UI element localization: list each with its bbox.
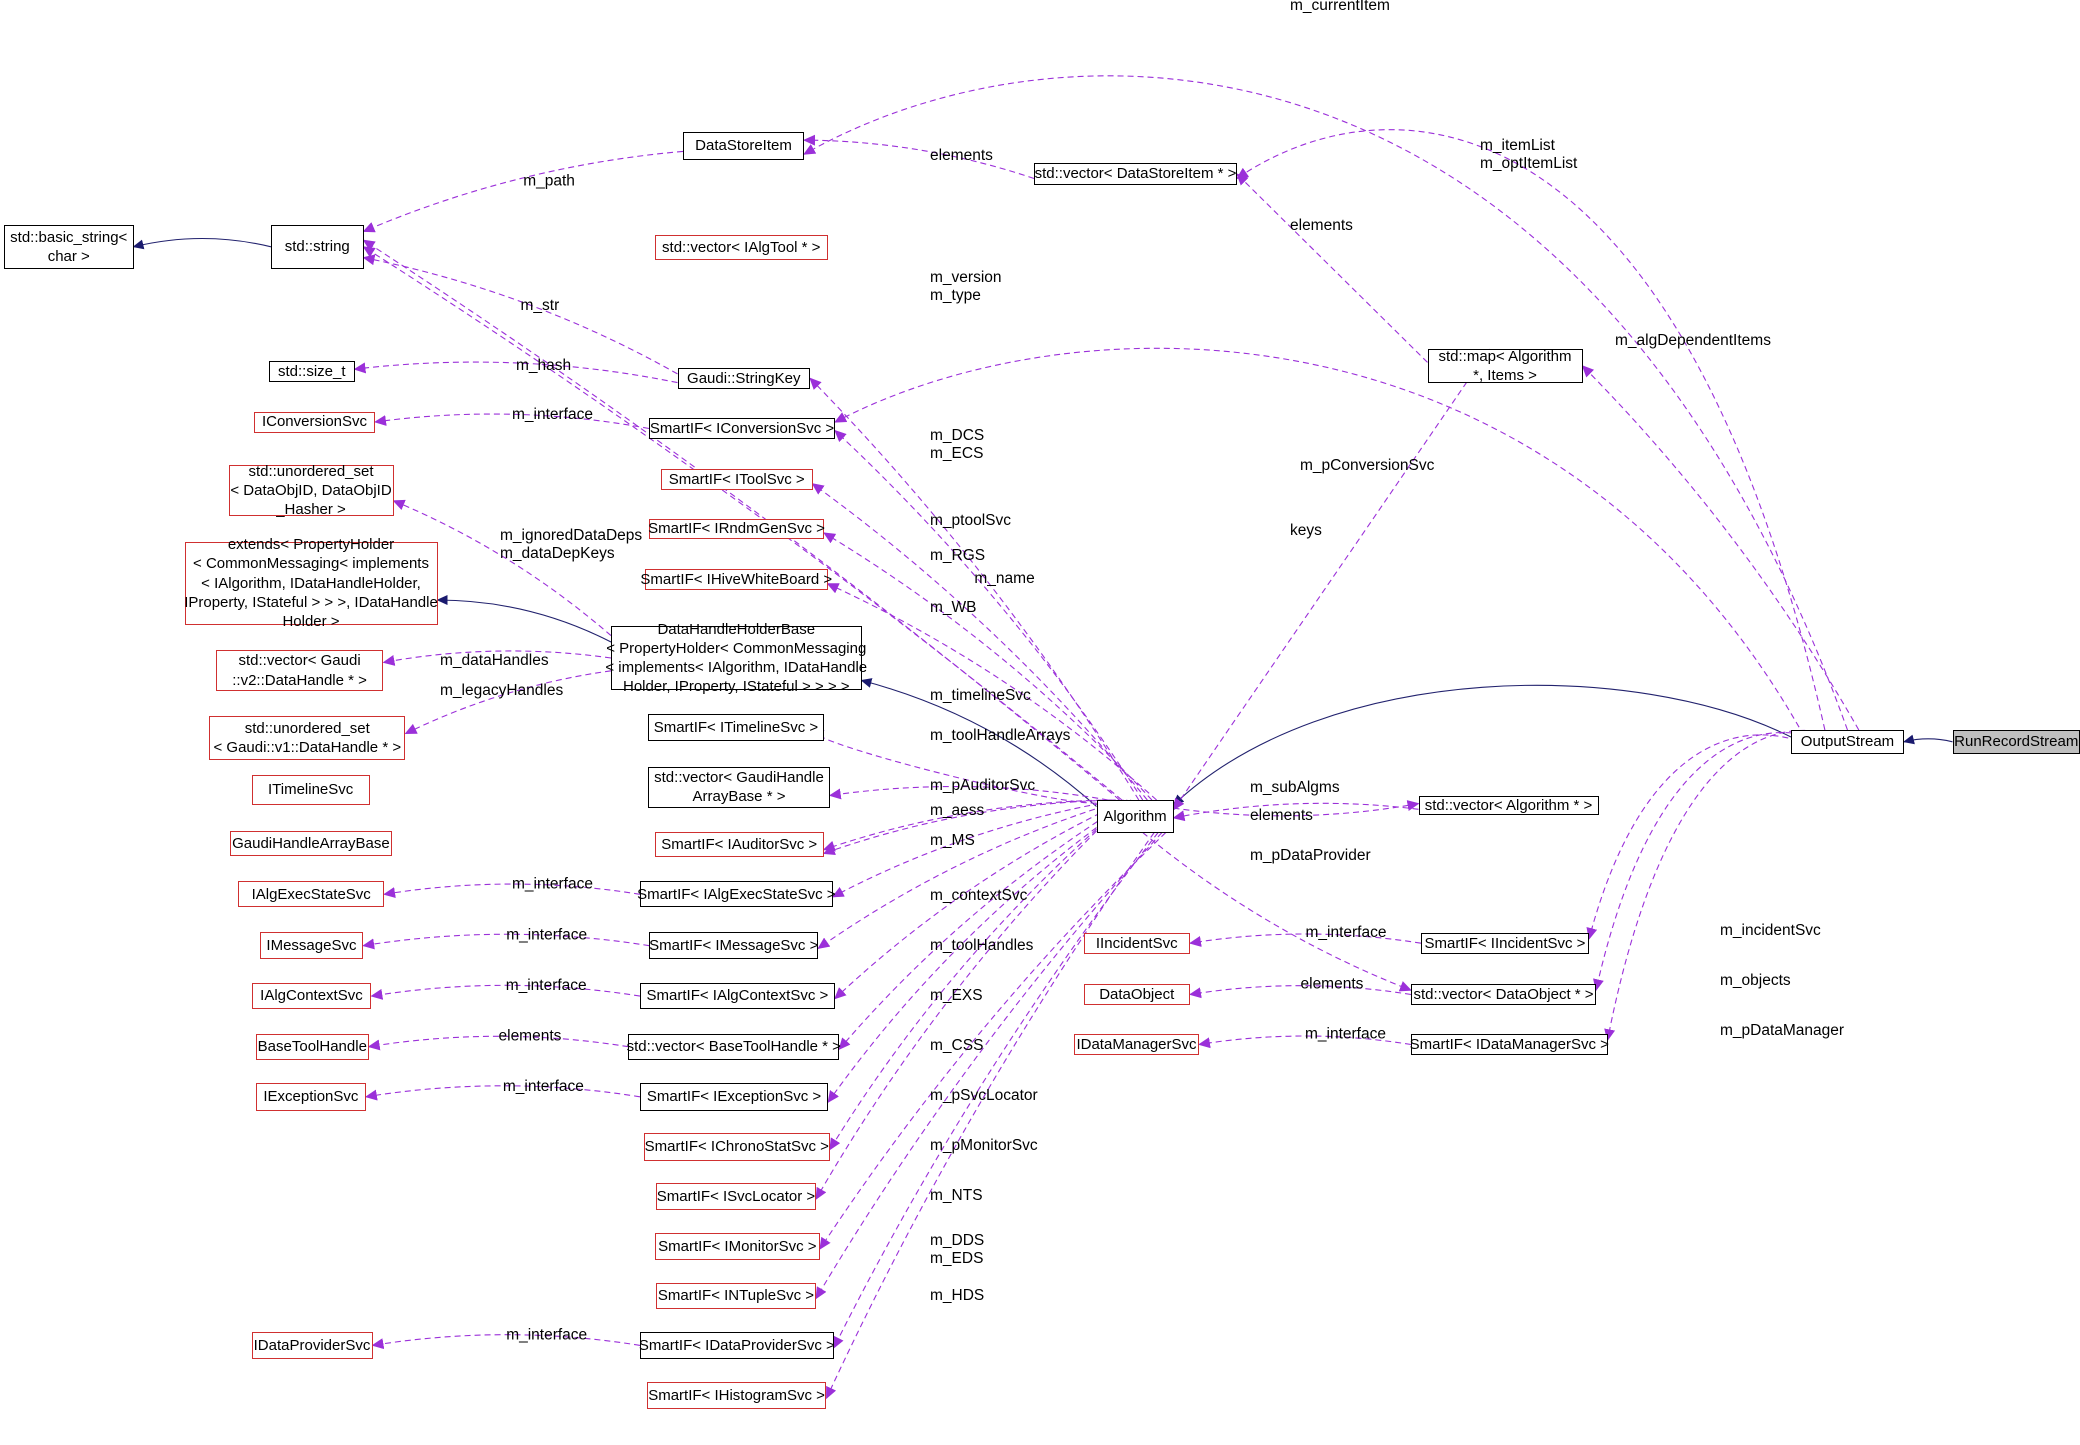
svg-text:m_NTS: m_NTS [930, 1187, 983, 1204]
svg-text:m_interface: m_interface [506, 1326, 587, 1343]
svg-text:m_interface: m_interface [503, 1078, 584, 1095]
svg-text:m_toolHandles: m_toolHandles [930, 937, 1034, 954]
svg-text:m_path: m_path [523, 173, 575, 190]
svg-text:m_interface: m_interface [512, 406, 593, 423]
svg-text:m_contextSvc: m_contextSvc [930, 887, 1028, 904]
svg-text:m_EXS: m_EXS [930, 987, 983, 1004]
svg-text:m_algDependentItems: m_algDependentItems [1615, 332, 1771, 349]
svg-text:m_DDS: m_DDS [930, 1232, 984, 1249]
svg-text:m_interface: m_interface [1306, 924, 1387, 941]
svg-text:m_name: m_name [974, 570, 1034, 587]
svg-text:m_dataHandles: m_dataHandles [440, 652, 549, 669]
svg-text:m_EDS: m_EDS [930, 1250, 983, 1267]
svg-text:m_subAlgms: m_subAlgms [1250, 779, 1340, 796]
svg-text:elements: elements [1290, 217, 1353, 234]
svg-text:m_itemList: m_itemList [1480, 137, 1556, 154]
svg-text:m_pConversionSvc: m_pConversionSvc [1300, 457, 1435, 474]
svg-text:m_version: m_version [930, 269, 1002, 286]
svg-text:m_hash: m_hash [516, 357, 571, 374]
svg-text:m_objects: m_objects [1720, 972, 1791, 989]
svg-text:elements: elements [930, 147, 993, 164]
svg-text:keys: keys [1290, 522, 1322, 539]
svg-text:m_WB: m_WB [930, 599, 977, 616]
svg-text:elements: elements [1301, 976, 1364, 993]
svg-text:elements: elements [499, 1028, 562, 1045]
svg-text:m_interface: m_interface [506, 977, 587, 994]
svg-text:m_pSvcLocator: m_pSvcLocator [930, 1087, 1038, 1104]
svg-text:m_incidentSvc: m_incidentSvc [1720, 922, 1821, 939]
svg-text:m_dataDepKeys: m_dataDepKeys [500, 545, 615, 562]
svg-text:elements: elements [1250, 807, 1313, 824]
svg-text:m_timelineSvc: m_timelineSvc [930, 687, 1031, 704]
svg-text:m_MS: m_MS [930, 832, 975, 849]
svg-text:m_type: m_type [930, 287, 981, 304]
svg-text:m_DCS: m_DCS [930, 427, 984, 444]
svg-text:m_legacyHandles: m_legacyHandles [440, 682, 563, 699]
svg-text:m_interface: m_interface [512, 875, 593, 892]
svg-text:m_currentItem: m_currentItem [1290, 0, 1390, 14]
svg-text:m_optItemList: m_optItemList [1480, 155, 1578, 172]
svg-text:m_HDS: m_HDS [930, 1287, 984, 1304]
svg-text:m_pAuditorSvc: m_pAuditorSvc [930, 777, 1035, 794]
svg-text:m_str: m_str [521, 297, 560, 314]
svg-text:m_toolHandleArrays: m_toolHandleArrays [930, 727, 1071, 744]
svg-text:m_ignoredDataDeps: m_ignoredDataDeps [500, 527, 642, 544]
svg-text:m_pMonitorSvc: m_pMonitorSvc [930, 1137, 1038, 1154]
svg-text:m_interface: m_interface [506, 927, 587, 944]
svg-text:m_aess: m_aess [930, 802, 985, 819]
svg-text:m_pDataProvider: m_pDataProvider [1250, 847, 1371, 864]
svg-text:m_RGS: m_RGS [930, 547, 985, 564]
svg-text:m_interface: m_interface [1305, 1026, 1386, 1043]
svg-text:m_pDataManager: m_pDataManager [1720, 1022, 1844, 1039]
svg-text:m_CSS: m_CSS [930, 1037, 983, 1054]
svg-text:m_ECS: m_ECS [930, 445, 983, 462]
svg-text:m_ptoolSvc: m_ptoolSvc [930, 512, 1011, 529]
